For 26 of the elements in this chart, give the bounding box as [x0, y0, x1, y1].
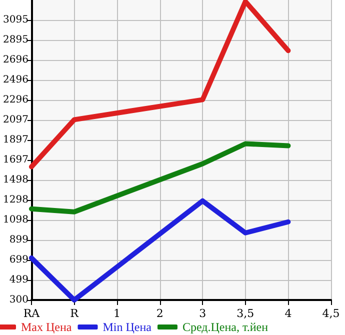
y-tick-label: 899: [9, 234, 28, 246]
y-tick-label: 300: [9, 294, 28, 306]
x-tick-label: 4,5: [322, 307, 340, 320]
y-tick-label: 3095: [2, 14, 28, 26]
x-tick-label: 3: [199, 307, 206, 320]
y-tick-label: 1098: [2, 214, 28, 226]
legend-label: Max Цена: [21, 320, 72, 334]
legend-label: Min Цена: [102, 320, 152, 334]
x-tick-label: 3,5: [236, 307, 254, 320]
x-tick-label: R: [70, 307, 80, 320]
x-tick-label: 4: [284, 307, 292, 320]
y-tick-label: 499: [9, 274, 28, 286]
y-tick-label: 1897: [2, 134, 28, 146]
y-tick-label: 2496: [2, 74, 28, 86]
x-tick-label: RA: [23, 307, 41, 320]
y-tick-label: 2296: [2, 94, 28, 106]
y-tick-label: 2895: [2, 34, 28, 46]
legend-label: Сред.Цена, т.йен: [182, 320, 269, 334]
y-tick-label: 2696: [2, 54, 28, 66]
y-tick-label: 1697: [2, 154, 28, 166]
x-tick-label: 2: [156, 307, 164, 320]
y-tick-label: 1498: [2, 174, 28, 186]
x-tick-label: 1: [114, 307, 121, 320]
y-tick-label: 1298: [2, 194, 28, 206]
y-tick-label: 2097: [2, 114, 28, 126]
y-tick-label: 699: [9, 254, 28, 266]
